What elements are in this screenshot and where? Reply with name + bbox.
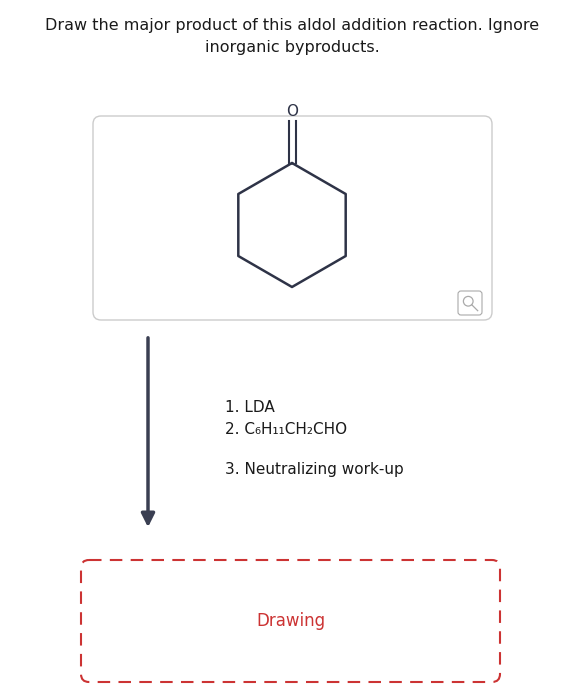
Text: O: O: [286, 105, 298, 120]
Text: 1. LDA: 1. LDA: [225, 400, 274, 415]
Text: Draw the major product of this aldol addition reaction. Ignore: Draw the major product of this aldol add…: [45, 18, 539, 33]
Text: 3. Neutralizing work-up: 3. Neutralizing work-up: [225, 462, 404, 477]
Text: Drawing: Drawing: [256, 612, 325, 630]
FancyBboxPatch shape: [458, 291, 482, 315]
Text: inorganic byproducts.: inorganic byproducts.: [204, 40, 380, 55]
FancyBboxPatch shape: [81, 560, 500, 682]
FancyBboxPatch shape: [93, 116, 492, 320]
Text: 2. C₆H₁₁CH₂CHO: 2. C₆H₁₁CH₂CHO: [225, 422, 347, 437]
